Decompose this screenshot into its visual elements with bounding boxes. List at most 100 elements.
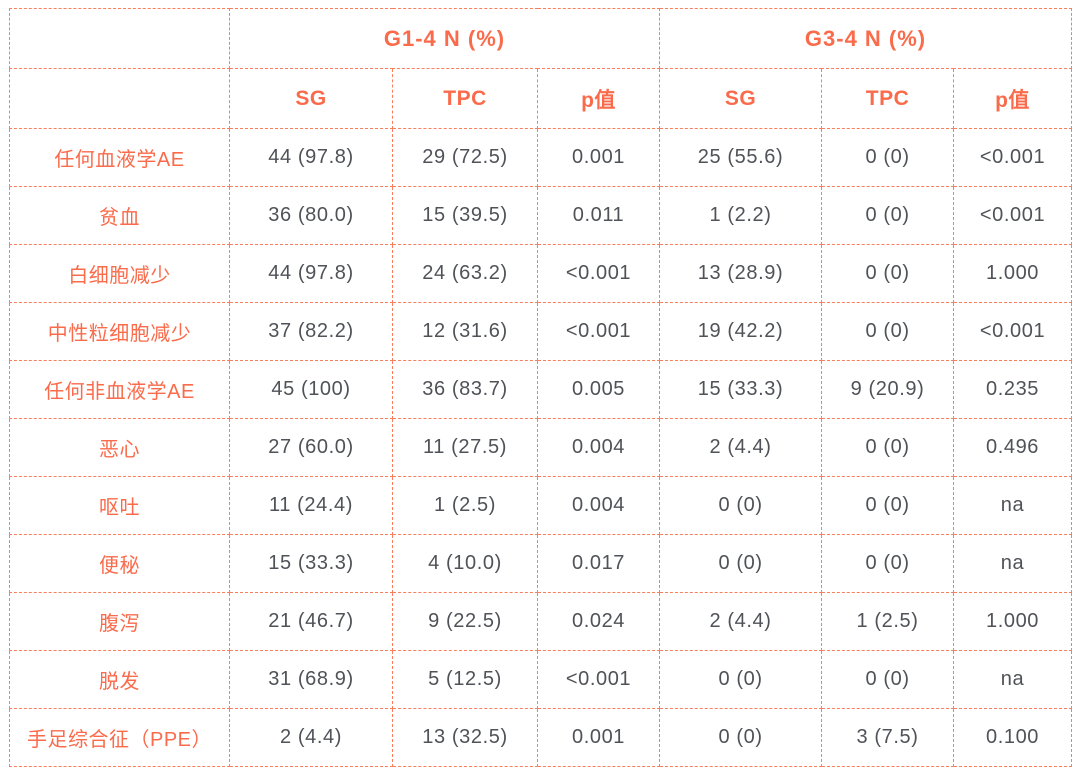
table-cell: 0.005	[536, 360, 661, 419]
row-label: 贫血	[9, 186, 230, 245]
table-row: 腹泻 21 (46.7) 9 (22.5) 0.024 2 (4.4) 1 (2.5) 1.…	[9, 592, 1073, 651]
row-label: 任何血液学AE	[9, 128, 230, 187]
sub-header-tpc-g1-4: TPC	[392, 68, 538, 129]
table-cell: na	[953, 476, 1073, 535]
table-cell: 27 (60.0)	[229, 418, 393, 477]
table-cell: 0 (0)	[821, 302, 955, 361]
table-cell: 0.024	[536, 592, 661, 651]
table-cell: 25 (55.6)	[659, 128, 823, 187]
table-cell: <0.001	[536, 650, 661, 709]
table-cell: 0 (0)	[821, 534, 955, 593]
table-cell: 0 (0)	[821, 244, 955, 303]
table-cell: 1.000	[953, 244, 1073, 303]
table-cell: 0.235	[953, 360, 1073, 419]
table-cell: 0.004	[536, 476, 661, 535]
table-cell: 0 (0)	[821, 650, 955, 709]
table-cell: 36 (83.7)	[392, 360, 538, 419]
table-cell: 11 (27.5)	[392, 418, 538, 477]
table-cell: 44 (97.8)	[229, 244, 393, 303]
row-label: 白细胞减少	[9, 244, 230, 303]
table-cell: 37 (82.2)	[229, 302, 393, 361]
table-cell: 15 (33.3)	[229, 534, 393, 593]
table-cell: 2 (4.4)	[659, 592, 823, 651]
table-row: 任何非血液学AE 45 (100) 36 (83.7) 0.005 15 (33.3) 9…	[9, 360, 1073, 419]
table-cell: na	[953, 534, 1073, 593]
table-cell: <0.001	[536, 302, 661, 361]
table-cell: 0 (0)	[821, 186, 955, 245]
table-cell: <0.001	[953, 186, 1073, 245]
table-cell: 1 (2.2)	[659, 186, 823, 245]
table-cell: 36 (80.0)	[229, 186, 393, 245]
table-cell: 0.100	[953, 708, 1073, 767]
table-body: 任何血液学AE 44 (97.8) 29 (72.5) 0.001 25 (55.6) 0…	[9, 128, 1073, 767]
table-cell: 15 (39.5)	[392, 186, 538, 245]
table-cell: 1 (2.5)	[821, 592, 955, 651]
table-cell: 24 (63.2)	[392, 244, 538, 303]
table-cell: 3 (7.5)	[821, 708, 955, 767]
table-cell: 0 (0)	[659, 476, 823, 535]
table-row: 呕吐 11 (24.4) 1 (2.5) 0.004 0 (0) 0 (0) na	[9, 476, 1073, 535]
row-label: 便秘	[9, 534, 230, 593]
table-cell: 0.001	[536, 708, 661, 767]
table-cell: 2 (4.4)	[229, 708, 393, 767]
row-label: 中性粒细胞减少	[9, 302, 230, 361]
table-cell: 0.017	[536, 534, 661, 593]
table-cell: 21 (46.7)	[229, 592, 393, 651]
table-cell: 0.001	[536, 128, 661, 187]
adverse-events-table: G1-4 N (%) G3-4 N (%) SG TPC p值 SG TPC p值 任何血…	[9, 8, 1073, 767]
table-cell: 29 (72.5)	[392, 128, 538, 187]
table-cell: 11 (24.4)	[229, 476, 393, 535]
table-cell: <0.001	[953, 128, 1073, 187]
group-header-g1-4: G1-4 N (%)	[228, 8, 661, 69]
table-cell: 13 (28.9)	[659, 244, 823, 303]
table-cell: 0 (0)	[659, 708, 823, 767]
table-cell: 4 (10.0)	[392, 534, 538, 593]
table-cell: 0.004	[536, 418, 661, 477]
table-cell: 5 (12.5)	[392, 650, 538, 709]
table-header: G1-4 N (%) G3-4 N (%) SG TPC p值 SG TPC p值	[9, 8, 1073, 129]
table-cell: 15 (33.3)	[659, 360, 823, 419]
table-cell: 0 (0)	[821, 476, 955, 535]
row-label: 手足综合征（PPE）	[9, 708, 230, 767]
table-cell: 0 (0)	[821, 128, 955, 187]
group-header-g3-4: G3-4 N (%)	[659, 8, 1073, 69]
table-cell: 1 (2.5)	[392, 476, 538, 535]
table-cell: 2 (4.4)	[659, 418, 823, 477]
table-row: 任何血液学AE 44 (97.8) 29 (72.5) 0.001 25 (55.6) 0…	[9, 128, 1073, 187]
table-row: 贫血 36 (80.0) 15 (39.5) 0.011 1 (2.2) 0 (0) <0.…	[9, 186, 1073, 245]
table-cell: 9 (22.5)	[392, 592, 538, 651]
table-cell: 19 (42.2)	[659, 302, 823, 361]
sub-header-sg-g3-4: SG	[659, 68, 823, 129]
table-cell: <0.001	[953, 302, 1073, 361]
sub-header-row: SG TPC p值 SG TPC p值	[9, 68, 1073, 129]
table-cell: 9 (20.9)	[821, 360, 955, 419]
sub-header-p-g3-4: p值	[953, 68, 1073, 129]
row-label: 腹泻	[9, 592, 230, 651]
table-row: 恶心 27 (60.0) 11 (27.5) 0.004 2 (4.4) 0 (0) 0.4…	[9, 418, 1073, 477]
sub-header-tpc-g3-4: TPC	[821, 68, 955, 129]
corner-cell-bottom	[9, 68, 230, 129]
table-cell: 44 (97.8)	[229, 128, 393, 187]
table-cell: 0.011	[536, 186, 661, 245]
corner-cell-top	[9, 8, 230, 69]
table-cell: 0.496	[953, 418, 1073, 477]
sub-header-p-g1-4: p值	[536, 68, 661, 129]
table-cell: 0 (0)	[821, 418, 955, 477]
table-cell: 0 (0)	[659, 534, 823, 593]
table-row: 手足综合征（PPE） 2 (4.4) 13 (32.5) 0.001 0 (0) 3 (7…	[9, 708, 1073, 767]
table-cell: 13 (32.5)	[392, 708, 538, 767]
table-cell: 1.000	[953, 592, 1073, 651]
table-cell: <0.001	[536, 244, 661, 303]
row-label: 呕吐	[9, 476, 230, 535]
table-row: 中性粒细胞减少 37 (82.2) 12 (31.6) <0.001 19 (42.2)…	[9, 302, 1073, 361]
table-cell: 0 (0)	[659, 650, 823, 709]
table-cell: 45 (100)	[229, 360, 393, 419]
table-row: 脱发 31 (68.9) 5 (12.5) <0.001 0 (0) 0 (0) na	[9, 650, 1073, 709]
table-row: 白细胞减少 44 (97.8) 24 (63.2) <0.001 13 (28.9) 0 …	[9, 244, 1073, 303]
group-header-row: G1-4 N (%) G3-4 N (%)	[9, 8, 1073, 69]
table-cell: 12 (31.6)	[392, 302, 538, 361]
row-label: 恶心	[9, 418, 230, 477]
table-row: 便秘 15 (33.3) 4 (10.0) 0.017 0 (0) 0 (0) na	[9, 534, 1073, 593]
row-label: 脱发	[9, 650, 230, 709]
